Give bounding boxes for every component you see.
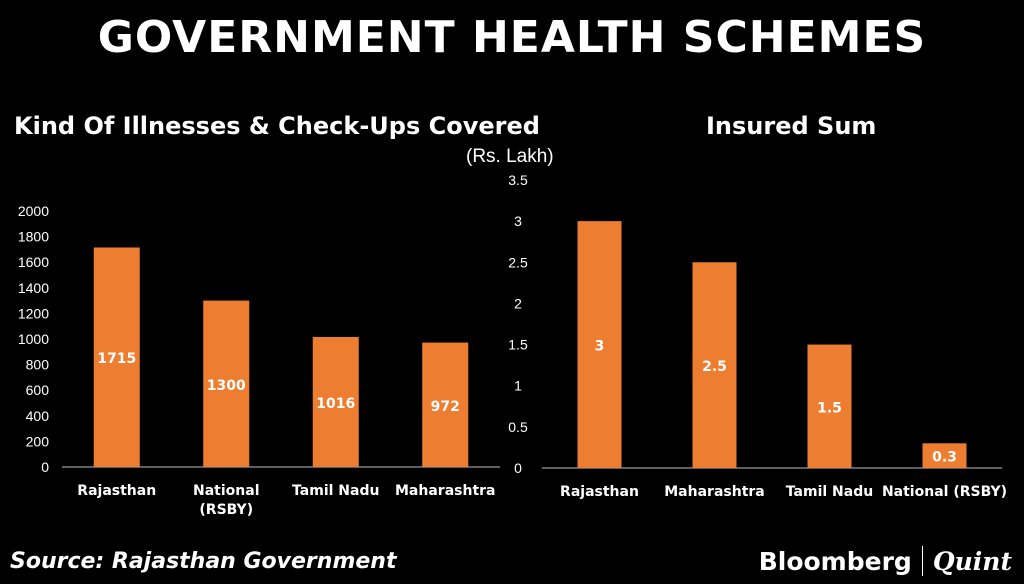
y-tick-label: 3	[514, 213, 522, 229]
data-label: 2.5	[702, 359, 727, 375]
y-tick-label: 1800	[18, 229, 49, 245]
brand-separator	[921, 546, 923, 576]
bar	[922, 443, 967, 468]
x-category-label: Tamil Nadu	[786, 484, 873, 500]
bar	[203, 300, 250, 467]
y-tick-label: 1600	[18, 254, 49, 270]
y-tick-label: 2000	[18, 203, 49, 219]
x-category-label: Tamil Nadu	[292, 483, 379, 499]
bar	[692, 262, 737, 468]
bar	[93, 247, 140, 467]
y-tick-label: 1000	[18, 331, 49, 347]
y-tick-label: 1.5	[508, 337, 528, 353]
data-label: 1.5	[817, 400, 842, 416]
y-tick-label: 0	[41, 459, 49, 475]
right-chart-title: Insured Sum	[706, 112, 877, 140]
y-tick-label: 600	[26, 382, 50, 398]
brand-logo: Bloomberg Quint	[759, 546, 1012, 576]
page-title: GOVERNMENT HEALTH SCHEMES	[97, 12, 927, 63]
y-tick-label: 1200	[18, 305, 49, 321]
y-tick-label: 1400	[18, 280, 49, 296]
y-tick-label: 3.5	[508, 172, 528, 188]
brand-bloomberg: Bloomberg	[758, 546, 912, 576]
bar	[312, 336, 359, 467]
x-category-label: Maharashtra	[664, 484, 765, 500]
y-tick-label: 2.5	[508, 254, 528, 270]
bar	[422, 342, 469, 467]
data-label: 0.3	[932, 450, 957, 466]
left-chart-title: Kind Of Illnesses & Check-Ups Covered	[14, 112, 540, 140]
x-category-label: Rajasthan	[77, 483, 156, 499]
bar	[807, 344, 852, 468]
illnesses-bar-chart: 0 200 400 600 800 1000 1200 1400 1600 1800 2000 171…	[18, 203, 500, 518]
source-note: Source: Rajasthan Government	[10, 549, 397, 574]
y-tick-label: 0.5	[508, 419, 528, 435]
y-tick-label: 2	[514, 295, 522, 311]
data-label: 1715	[97, 351, 136, 367]
x-category-label: Maharashtra	[395, 483, 496, 499]
x-category-label: National (RSBY)	[882, 484, 1007, 500]
data-label: 3	[595, 339, 605, 355]
brand-quint: Quint	[932, 546, 1012, 576]
x-category-label: Rajasthan	[560, 484, 639, 500]
data-label: 1300	[207, 378, 246, 394]
data-label: 1016	[316, 396, 355, 412]
right-chart-unit-label: (Rs. Lakh)	[466, 146, 554, 167]
y-tick-label: 400	[26, 408, 50, 424]
y-tick-label: 800	[26, 357, 50, 373]
data-label: 972	[431, 399, 460, 415]
y-tick-label: 1	[514, 378, 522, 394]
insured-sum-bar-chart: 0 0.5 1 1.5 2 2.5 3 3.5 3 Rajasthan 2.5 Maharashtra…	[508, 172, 1007, 500]
y-tick-label: 200	[26, 433, 50, 449]
x-category-label: National (RSBY)	[193, 483, 260, 518]
y-tick-label: 0	[514, 460, 522, 476]
bar	[577, 221, 622, 468]
